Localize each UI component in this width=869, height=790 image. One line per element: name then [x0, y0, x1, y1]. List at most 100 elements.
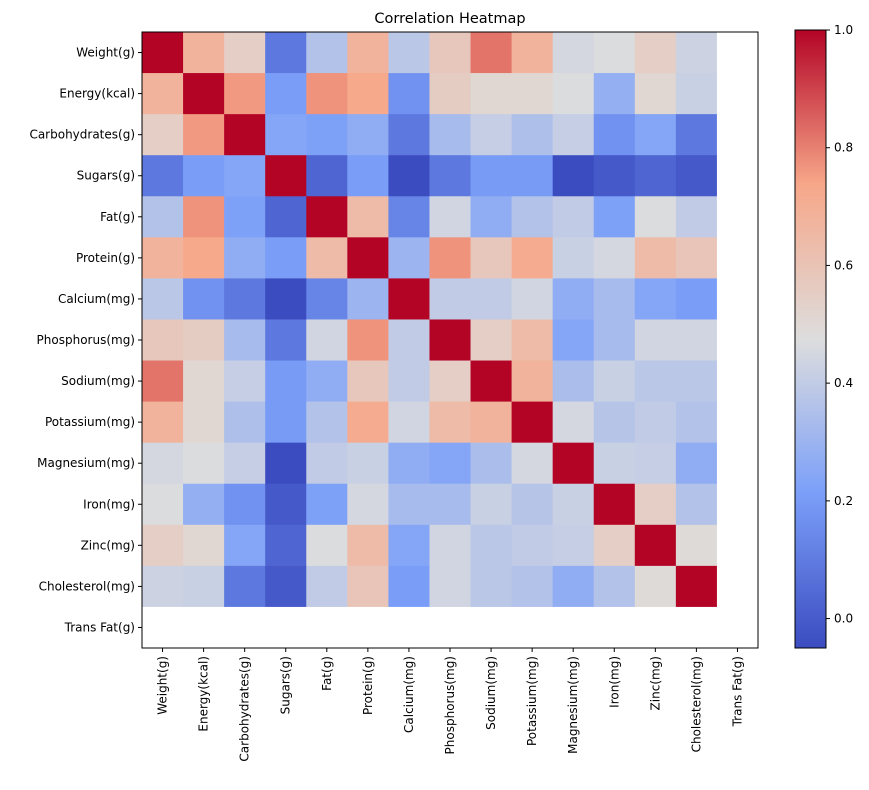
heatmap-cell: [429, 360, 472, 403]
heatmap-cell: [265, 319, 307, 362]
heatmap-cell: [675, 524, 718, 567]
heatmap-cell: [511, 73, 554, 115]
heatmap-cell: [388, 483, 430, 526]
heatmap-cell: [265, 73, 307, 115]
heatmap-cell: [593, 524, 636, 567]
heatmap-cell: [306, 196, 348, 238]
heatmap-cell: [306, 237, 348, 279]
heatmap-cell: [552, 155, 595, 197]
heatmap-cell: [593, 196, 636, 238]
heatmap-cell: [183, 360, 225, 403]
colorbar-tick-label: 1.0: [834, 23, 853, 37]
heatmap-cell: [388, 32, 430, 74]
heatmap-cell: [265, 442, 307, 485]
heatmap-cell: [183, 114, 225, 156]
heatmap-cell: [716, 32, 759, 74]
heatmap-cell: [675, 32, 718, 74]
heatmap-cell: [593, 73, 636, 115]
heatmap-cell: [716, 196, 759, 238]
heatmap-cell: [634, 237, 677, 279]
x-tick-label: Cholesterol(mg): [689, 656, 703, 752]
heatmap-cell: [306, 319, 348, 362]
heatmap-cell: [634, 196, 677, 238]
heatmap-cell: [388, 442, 430, 485]
heatmap-cell: [511, 524, 554, 567]
heatmap-cell: [347, 32, 389, 74]
y-tick-label: Cholesterol(mg): [39, 579, 135, 593]
heatmap-cell: [388, 319, 430, 362]
heatmap-cell: [265, 278, 307, 320]
x-tick-label: Sugars(g): [279, 656, 293, 714]
y-tick-label: Weight(g): [76, 46, 135, 60]
heatmap-cell: [593, 237, 636, 279]
heatmap-cell: [142, 360, 184, 403]
heatmap-cell: [142, 278, 184, 320]
heatmap-cell: [675, 483, 718, 526]
heatmap-cell: [552, 237, 595, 279]
heatmap-cell: [511, 442, 554, 485]
heatmap-cell: [716, 278, 759, 320]
heatmap-cell: [470, 483, 513, 526]
x-axis-ticks: Weight(g) Energy(kcal) Carbohydrates(g) Sug…: [156, 648, 744, 762]
heatmap-cell: [552, 524, 595, 567]
heatmap-cells: [142, 32, 759, 649]
heatmap-cell: [224, 565, 266, 608]
heatmap-cell: [593, 483, 636, 526]
heatmap-cell: [716, 565, 759, 608]
heatmap-cell: [265, 32, 307, 74]
heatmap-cell: [306, 401, 348, 444]
heatmap-cell: [347, 196, 389, 238]
heatmap-cell: [347, 319, 389, 362]
heatmap-cell: [183, 565, 225, 608]
y-tick-label: Energy(kcal): [59, 87, 135, 101]
heatmap-cell: [142, 442, 184, 485]
colorbar: [794, 29, 827, 649]
heatmap-cell: [142, 196, 184, 238]
colorbar-ticks: 0.0 0.2 0.4 0.6 0.8 1.0: [826, 23, 853, 626]
x-tick-label: Zinc(mg): [648, 656, 662, 710]
heatmap-cell: [470, 606, 513, 649]
heatmap-cell: [593, 565, 636, 608]
heatmap-cell: [306, 73, 348, 115]
heatmap-cell: [552, 73, 595, 115]
heatmap-cell: [716, 73, 759, 115]
heatmap-cell: [429, 155, 472, 197]
heatmap-cell: [511, 319, 554, 362]
y-tick-label: Protein(g): [76, 251, 135, 265]
heatmap-cell: [552, 360, 595, 403]
heatmap-cell: [347, 524, 389, 567]
heatmap-cell: [142, 565, 184, 608]
heatmap-cell: [634, 155, 677, 197]
x-tick-label: Fat(g): [320, 656, 334, 691]
heatmap-cell: [224, 155, 266, 197]
heatmap-cell: [183, 524, 225, 567]
heatmap-cell: [142, 155, 184, 197]
heatmap-cell: [388, 196, 430, 238]
heatmap-cell: [224, 237, 266, 279]
heatmap-cell: [347, 114, 389, 156]
x-tick-label: Energy(kcal): [197, 656, 211, 732]
heatmap-cell: [511, 483, 554, 526]
heatmap-cell: [470, 442, 513, 485]
heatmap-cell: [265, 114, 307, 156]
heatmap-cell: [429, 32, 472, 74]
y-tick-label: Potassium(mg): [45, 415, 135, 429]
heatmap-cell: [511, 155, 554, 197]
y-tick-label: Magnesium(mg): [37, 456, 135, 470]
heatmap-cell: [675, 196, 718, 238]
heatmap-cell: [306, 155, 348, 197]
heatmap-cell: [388, 401, 430, 444]
heatmap-cell: [224, 73, 266, 115]
heatmap-cell: [470, 237, 513, 279]
heatmap-cell: [552, 483, 595, 526]
heatmap-cell: [183, 73, 225, 115]
heatmap-cell: [634, 483, 677, 526]
heatmap-cell: [470, 114, 513, 156]
heatmap-cell: [675, 278, 718, 320]
heatmap-cell: [224, 32, 266, 74]
x-tick-label: Protein(g): [361, 656, 375, 715]
heatmap-cell: [265, 483, 307, 526]
heatmap-cell: [347, 565, 389, 608]
x-tick-label: Carbohydrates(g): [238, 656, 252, 762]
heatmap-cell: [429, 524, 472, 567]
